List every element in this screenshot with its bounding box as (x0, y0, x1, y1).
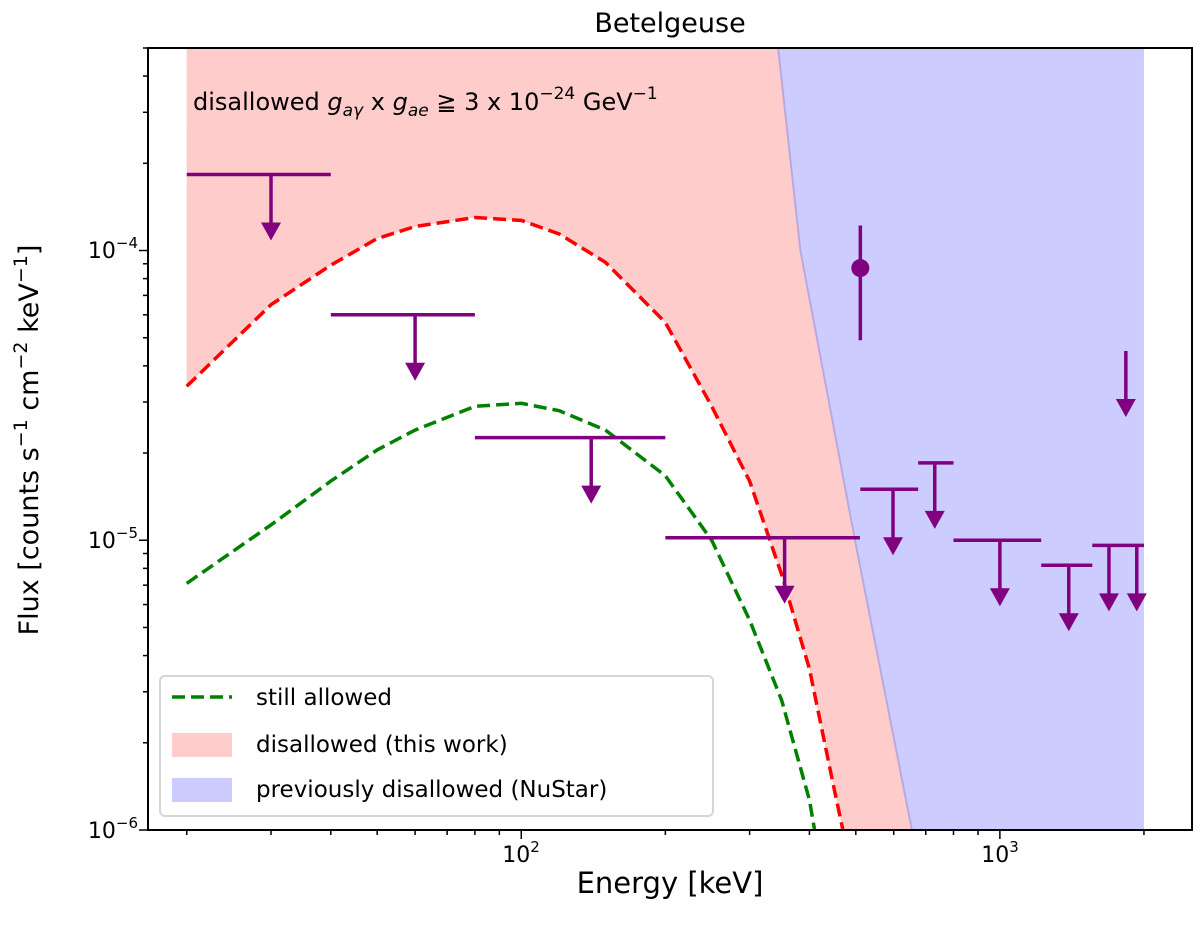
plot-frame (147, 47, 1193, 831)
down-arrow-icon (1098, 593, 1119, 612)
detection-point-0 (851, 259, 870, 278)
y-axis-label: Flux [counts s−1 cm−2 keV−1] (10, 245, 45, 636)
y-tick-label-1e-6: 10−6 (88, 814, 138, 844)
legend-label-disallowed: disallowed (this work) (256, 732, 508, 758)
y-tick-label-1e-5: 10−5 (88, 524, 138, 554)
legend-label-still-allowed: still allowed (256, 685, 392, 711)
down-arrow-icon (581, 485, 602, 504)
legend-label-nustar: previously disallowed (NuStar) (256, 777, 607, 803)
down-arrow-icon (405, 362, 426, 381)
legend-swatch-nustar (172, 778, 232, 802)
legend: still allowed disallowed (this work) pre… (159, 675, 714, 817)
legend-swatch-disallowed (172, 733, 232, 757)
x-tick-label-100: 102 (502, 838, 540, 868)
x-tick-label-1000: 103 (981, 838, 1019, 868)
upper-limits (186, 172, 1147, 632)
disallowed-curve (185, 215, 845, 831)
detections (851, 225, 870, 341)
down-arrow-icon (1115, 398, 1136, 417)
annotation: disallowed gaγ x gae ≧ 3 x 10−24 GeV−1 (193, 84, 658, 121)
nustar-boundary-line (777, 47, 913, 831)
y-tick-label-1e-4: 10−4 (88, 234, 138, 264)
legend-box (159, 675, 714, 817)
nustar-disallowed-region (778, 48, 1144, 830)
down-arrow-icon (883, 537, 904, 556)
chart-title: Betelgeuse (594, 8, 745, 39)
still-allowed-curve (185, 401, 817, 831)
down-arrow-icon (989, 588, 1010, 607)
down-arrow-icon (1058, 613, 1079, 632)
down-arrow-icon (774, 585, 795, 604)
x-axis-label: Energy [keV] (577, 866, 764, 900)
down-arrow-icon (1126, 593, 1147, 612)
model-curves (185, 215, 845, 831)
down-arrow-icon (924, 510, 945, 529)
axis-ticks (139, 47, 1145, 839)
down-arrow-icon (261, 222, 282, 241)
